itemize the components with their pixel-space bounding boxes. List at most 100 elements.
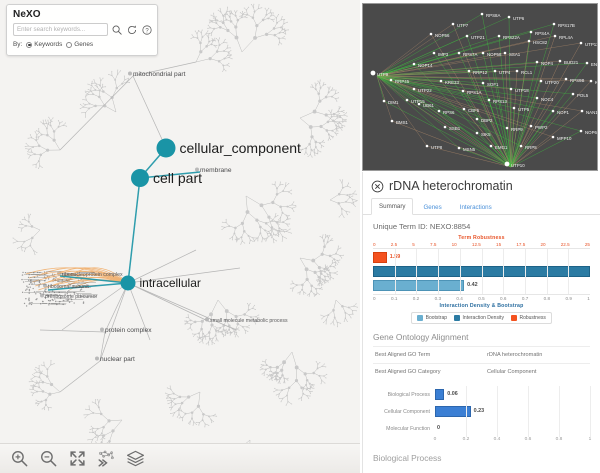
svg-text:RPS6: RPS6: [443, 110, 455, 115]
search-panel[interactable]: NeXO ? By: Ke: [6, 4, 158, 56]
search-input[interactable]: [13, 23, 108, 36]
tab-summary[interactable]: Summary: [371, 198, 414, 215]
search-by-label: By:: [13, 41, 23, 48]
tick-top: 25: [584, 242, 590, 247]
radio-genes[interactable]: Genes: [66, 41, 93, 48]
search-row: ?: [13, 23, 153, 36]
radio-genes-dot[interactable]: [66, 41, 73, 48]
tick-bottom: 0.3: [434, 296, 441, 301]
app-title: NeXO: [13, 9, 41, 20]
svg-text:———: ———: [69, 289, 85, 295]
svg-text:NOP6: NOP6: [585, 130, 598, 135]
tick-top: 5: [412, 242, 415, 247]
expand-arrows-icon[interactable]: [68, 449, 87, 468]
legend-bootstrap-label: Bootstrap: [425, 315, 448, 321]
gridline: [466, 386, 467, 403]
tick-top: 20: [540, 242, 546, 247]
svg-text:UTP20: UTP20: [545, 80, 559, 85]
gridline: [503, 249, 505, 294]
ontology-network-view[interactable]: ——— ——— ——— ——— ——— ——— ——— ——— ——— ——— ——— ——— ——— —…: [0, 0, 360, 473]
tick-top: 17.5: [516, 242, 526, 247]
gridline: [394, 249, 396, 294]
detail-header: rDNA heterochromatin: [363, 172, 600, 197]
go-chart-row-cc: Cellular Component 0.23: [373, 403, 591, 420]
svg-text:ENP1: ENP1: [591, 62, 598, 67]
svg-text:———: ———: [82, 292, 98, 298]
radio-keywords-dot[interactable]: [26, 41, 33, 48]
svg-text:KRI1: KRI1: [595, 80, 598, 85]
gridline: [481, 249, 483, 294]
gridline: [559, 420, 560, 437]
svg-text:———: ———: [31, 272, 47, 278]
svg-text:POL5: POL5: [577, 93, 589, 98]
svg-text:———: ———: [56, 289, 72, 295]
svg-text:cell part: cell part: [153, 170, 202, 186]
svg-text:———: ———: [24, 289, 40, 295]
svg-text:———: ———: [42, 301, 58, 307]
layers-icon[interactable]: [126, 449, 145, 468]
tab-interactions[interactable]: Interactions: [459, 204, 492, 211]
zoom-out-icon[interactable]: [39, 449, 58, 468]
svg-text:———: ———: [46, 269, 62, 275]
search-icon[interactable]: [111, 24, 123, 36]
svg-text:RPS8A: RPS8A: [486, 13, 500, 18]
legend-robustness-label: Robustness: [519, 315, 546, 321]
tick-bottom: 0: [373, 296, 376, 301]
svg-text:NOP1: NOP1: [557, 110, 570, 115]
go-chart-label-cc: Cellular Component: [384, 408, 430, 415]
legend-robustness-swatch: [510, 315, 517, 321]
tick-bottom: 0.4: [456, 296, 463, 301]
gridline: [497, 420, 498, 437]
go-chart-row-mf: Molecular Function 0: [373, 420, 591, 437]
gridline: [546, 249, 548, 294]
gridline: [438, 249, 440, 294]
robustness-bottom-axis: 0 0.1 0.2 0.3 0.4 0.5 0.6 0.7 0.8 0.9 1: [373, 295, 590, 302]
svg-text:———: ———: [30, 277, 46, 283]
legend-interaction-density: Interaction Density: [454, 315, 504, 321]
gridline: [590, 403, 591, 420]
svg-text:EMG1: EMG1: [495, 145, 508, 150]
detail-tabs: Summary Genes Interactions: [363, 197, 600, 215]
svg-text:———: ———: [51, 289, 67, 295]
radio-genes-label: Genes: [74, 41, 94, 48]
gridline: [559, 403, 560, 420]
zoom-in-icon[interactable]: [10, 449, 29, 468]
svg-text:———: ———: [23, 277, 39, 283]
svg-text:———: ———: [30, 274, 46, 280]
go-chart-bar-bp: [435, 389, 445, 400]
tick-top: 12.5: [471, 242, 481, 247]
go-row-category-value: Cellular Component: [487, 369, 537, 375]
svg-text:RPS22A: RPS22A: [503, 35, 520, 40]
collapse-network-icon[interactable]: [97, 449, 116, 468]
radio-keywords[interactable]: Keywords: [26, 41, 62, 48]
ontology-graph[interactable]: ————————————————————————————————————————…: [0, 0, 360, 473]
help-icon[interactable]: ?: [141, 24, 153, 36]
robustness-chart-legend: Bootstrap Interaction Density Robustness: [411, 312, 552, 324]
tick-go: 0.6: [524, 437, 532, 442]
gridline: [559, 386, 560, 403]
search-by-row: By: Keywords Genes: [13, 41, 151, 48]
gridline: [466, 403, 467, 420]
legend-robustness: Robustness: [510, 315, 546, 321]
gridline: [590, 420, 591, 437]
tick-top: 0: [373, 242, 376, 247]
svg-text:RPS4A: RPS4A: [535, 31, 549, 36]
svg-text:———: ———: [42, 292, 58, 298]
legend-bootstrap: Bootstrap: [417, 315, 447, 321]
refresh-icon[interactable]: [126, 24, 138, 36]
close-circle-icon[interactable]: [371, 180, 384, 193]
svg-text:———: ———: [81, 294, 97, 300]
svg-text:PWP2: PWP2: [535, 125, 548, 130]
gene-interaction-network[interactable]: UTP9 RPS8A UTP6 UTP7 RPS17B NOP56 UTP21 RPS22A R…: [362, 3, 598, 171]
tab-genes[interactable]: Genes: [423, 204, 442, 211]
svg-text:———: ———: [36, 289, 52, 295]
svg-text:UTP7: UTP7: [457, 23, 469, 28]
gene-network-graph[interactable]: UTP9 RPS8A UTP6 UTP7 RPS17B NOP56 UTP21 RPS22A R…: [363, 4, 598, 171]
go-chart-value-mf: 0: [437, 425, 440, 431]
svg-text:nuclear part: nuclear part: [100, 356, 135, 363]
svg-text:———: ———: [79, 269, 95, 275]
svg-text:UTP18: UTP18: [515, 88, 529, 93]
tick-bottom: 0.7: [521, 296, 529, 301]
gridline: [568, 249, 570, 294]
svg-text:RPL4A: RPL4A: [559, 35, 573, 40]
